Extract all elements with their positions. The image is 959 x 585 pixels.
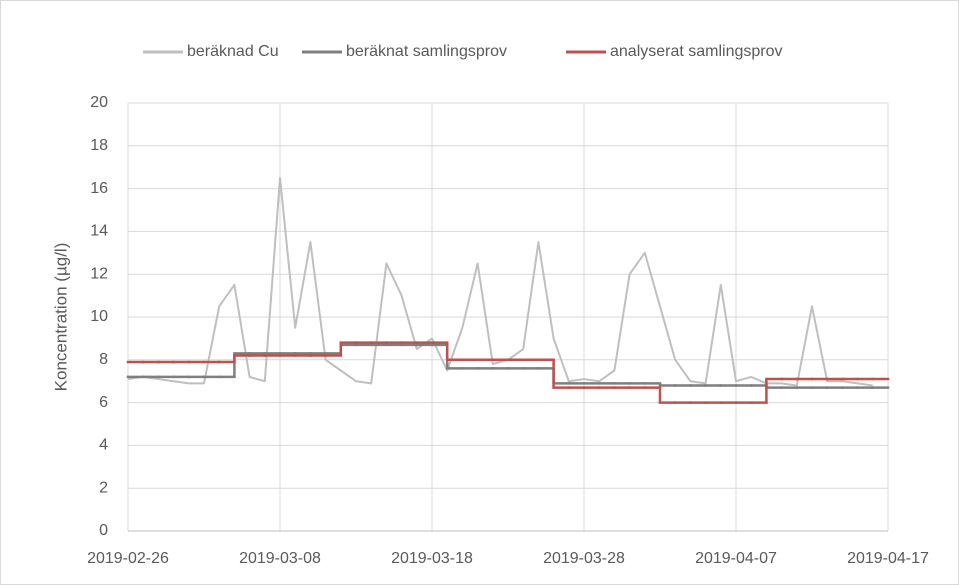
y-tick-label: 18 <box>90 137 108 154</box>
x-tick-label: 2019-03-18 <box>391 550 473 567</box>
series-line <box>127 176 873 387</box>
y-tick-label: 16 <box>90 180 108 197</box>
y-tick-label: 6 <box>99 394 108 411</box>
y-tick-label: 12 <box>90 265 108 282</box>
x-tick-label: 2019-02-26 <box>87 550 169 567</box>
legend-label: analyserat samlingsprov <box>610 43 783 60</box>
y-tick-label: 14 <box>90 223 108 240</box>
y-tick-label: 2 <box>99 479 108 496</box>
y-tick-label: 4 <box>99 437 108 454</box>
legend-label: beräknat samlingsprov <box>346 43 507 60</box>
y-tick-label: 20 <box>90 94 108 111</box>
y-tick-label: 10 <box>90 308 108 325</box>
x-tick-label: 2019-03-28 <box>543 550 625 567</box>
y-axis-label: Koncentration (µg/l) <box>51 243 70 392</box>
x-tick-label: 2019-03-08 <box>239 550 321 567</box>
y-tick-label: 0 <box>99 522 108 539</box>
legend-label: beräknad Cu <box>187 43 279 60</box>
x-tick-label: 2019-04-17 <box>847 550 929 567</box>
y-tick-label: 8 <box>99 351 108 368</box>
x-tick-label: 2019-04-07 <box>695 550 777 567</box>
